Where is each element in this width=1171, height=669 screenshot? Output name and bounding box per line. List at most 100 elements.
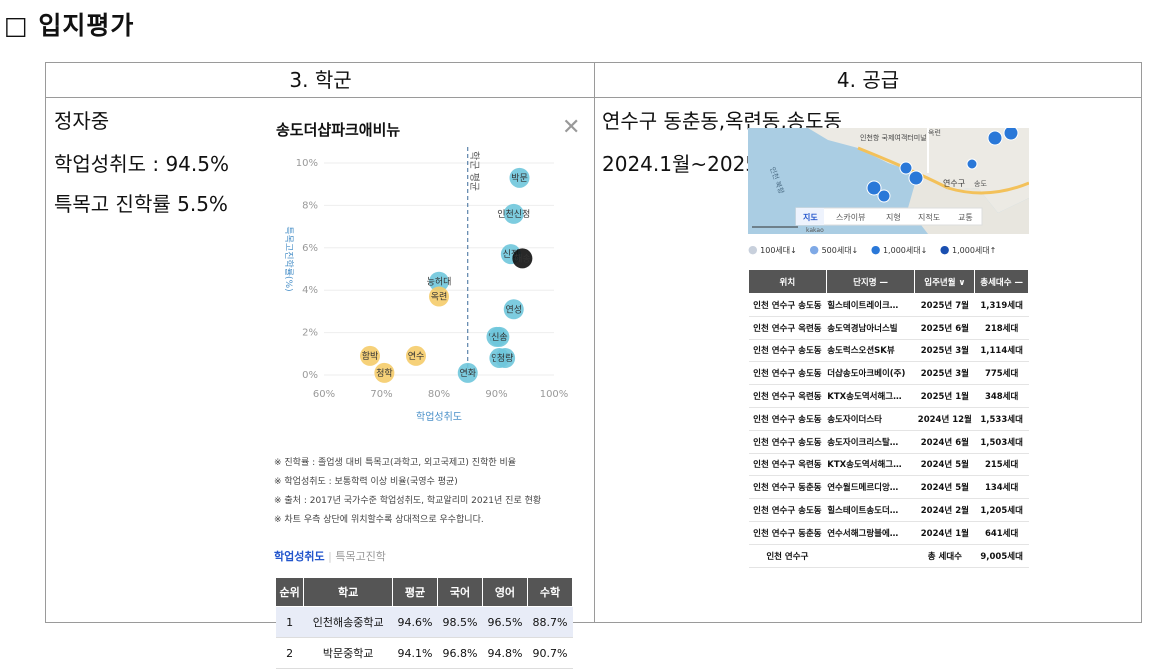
cell: 88.7% (527, 606, 573, 638)
col-english: 영어 (481, 577, 528, 607)
note-4: ※ 차트 우측 상단에 위치할수록 상대적으로 우수합니다. (274, 515, 484, 525)
cell: 송도역경남아너스빌 (826, 316, 915, 340)
cell: 인천 연수구 옥련동 (748, 384, 827, 408)
table-row: 인천 연수구 송도동 송도럭스오션SK뷰 2025년 3월 1,114세대 (748, 339, 1029, 363)
col-avg: 평균 (391, 577, 438, 607)
col-korean: 국어 (436, 577, 483, 607)
cell: 98.5% (437, 606, 483, 638)
y-tick-label: 2% (302, 328, 318, 339)
legend-label: 500세대↓ (821, 246, 859, 255)
cell (826, 544, 915, 568)
section-heading: □ 입지평가 (4, 11, 135, 40)
cell: 2024년 5월 (914, 453, 975, 477)
col-math: 수학 (526, 577, 574, 607)
map-tab-skyview[interactable]: 스카이뷰 (836, 212, 865, 222)
x-tick-label: 90% (485, 389, 507, 400)
map-legend: ● 100세대↓ ● 500세대↓ ● 1,000세대↓ ● 1,000세대↑ (748, 243, 1006, 256)
cell: KTX송도역서해그… (826, 384, 915, 408)
data-point (503, 299, 524, 320)
cell: 연수서해그랑블에… (826, 521, 915, 545)
cell: 인천 연수구 송도동 (748, 361, 827, 386)
map-label-okryeon: 옥련 (928, 128, 941, 137)
supply-map[interactable]: 인천항 국제여객터미널 인천 북항 연수구 송도 옥련 지도 스카이뷰 지형 지… (748, 128, 1029, 234)
table-row: 인천 연수구 동춘동 연수월드메르디앙… 2024년 5월 134세대 (748, 475, 1029, 500)
legend-label: 100세대↓ (760, 246, 797, 255)
map-tab-cadastral[interactable]: 지적도 (918, 212, 940, 222)
map-marker[interactable] (877, 189, 891, 203)
y-tick-label: 4% (302, 285, 318, 296)
x-tick-label: 80% (428, 389, 450, 400)
col-school: 학교 (303, 577, 393, 607)
scatter-chart: 0% 2% 4% 6% 8% 10% 60% 70% 80% 90% 100% 학업성취도 특목고진학률… (283, 147, 568, 423)
col-location[interactable]: 위치 (748, 269, 827, 294)
cell: 송도럭스오션SK뷰 (826, 339, 915, 363)
y-tick-label: 0% (302, 370, 318, 381)
cell: 인천해송중학교 (303, 606, 393, 638)
cell: 인천 연수구 (748, 544, 827, 568)
cell: 2024년 2월 (914, 498, 975, 522)
cell: 96.5% (482, 606, 528, 638)
cell: 2025년 7월 (914, 293, 975, 317)
table-row: 인천 연수구 옥련동 송도역경남아너스빌 2025년 6월 218세대 (748, 316, 1029, 340)
cell: 박문중학교 (303, 637, 393, 669)
table-row: 인천 연수구 송도동 힐스테이트송도더… 2024년 2월 1,205세대 (748, 498, 1029, 522)
close-icon[interactable]: ✕ (562, 115, 581, 140)
map-marker[interactable] (987, 130, 1003, 146)
col-households[interactable]: 총세대수 — (974, 269, 1029, 294)
chart-tabs: 학업성취도 | 특목고진학 (274, 548, 386, 564)
cell: 2025년 3월 (914, 361, 975, 386)
y-axis-label: 특목고진학률(%) (283, 226, 294, 291)
y-tick-label: 10% (296, 158, 318, 169)
map-marker[interactable] (899, 161, 913, 175)
note-1: ※ 진학률 : 졸업생 대비 특목고(과학고, 외고국제고) 진학한 비율 (274, 458, 517, 468)
panel-title: 송도더샵파크애비뉴 (276, 121, 401, 139)
cell: 348세대 (974, 384, 1029, 408)
cell: 힐스테이트송도더… (826, 498, 915, 522)
col-complex[interactable]: 단지명 — (825, 269, 916, 294)
cell: 송도자이더스타 (826, 407, 915, 431)
table-row: 인천 연수구 동춘동 연수서해그랑블에… 2024년 1월 641세대 (748, 521, 1029, 545)
data-point-label: 능허대 (427, 277, 452, 288)
cell: 641세대 (974, 521, 1029, 545)
legend-item: ● 1,000세대↑ (939, 243, 997, 256)
cell: 2 (275, 637, 304, 669)
table-row: 인천 연수구 송도동 송도자이크리스탈… 2024년 6월 1,503세대 (748, 430, 1029, 454)
data-point-label: 연화 (459, 368, 476, 379)
table-row: 인천 연수구 옥련동 KTX송도역서해그… 2025년 1월 348세대 (748, 384, 1029, 408)
cell: 1,503세대 (974, 430, 1029, 454)
map-label-ferry: 인천항 국제여객터미널 (860, 133, 927, 142)
cell: 2025년 3월 (914, 339, 975, 363)
data-point-label: 신송 (491, 332, 508, 343)
cell: 2024년 12월 (914, 407, 975, 431)
data-point-label: 청량 (497, 352, 514, 364)
data-point (360, 345, 380, 366)
map-tab-traffic[interactable]: 교통 (958, 213, 973, 222)
map-marker[interactable] (908, 170, 924, 186)
cell: 1,533세대 (974, 407, 1029, 431)
ranking-table: 순위 학교 평균 국어 영어 수학 1 인천해송중학교 94.6% 98.5% … (274, 577, 574, 669)
data-point-label: 해송 (514, 253, 531, 264)
data-point (509, 167, 530, 188)
map-marker[interactable] (966, 158, 978, 170)
map-tab-terrain[interactable]: 지형 (886, 213, 901, 222)
data-point (429, 271, 449, 292)
tab-special-school[interactable]: 특목고진학 (335, 550, 386, 563)
table-row: 인천 연수구 송도동 송도자이더스타 2024년 12월 1,533세대 (748, 407, 1029, 431)
cell: 1 (275, 606, 304, 638)
legend-item: ● 100세대↓ (748, 243, 797, 256)
cell: 1,114세대 (974, 339, 1029, 363)
note-3: ※ 출처 : 2017년 국가수준 학업성취도, 학교알리미 2021년 진로 … (274, 496, 542, 506)
map-marker[interactable] (866, 180, 882, 196)
cell: 2025년 6월 (914, 316, 975, 340)
cell: 94.6% (392, 606, 438, 638)
cell: 인천 연수구 송도동 (748, 407, 827, 431)
col-move-in[interactable]: 입주년월 ∨ (914, 269, 976, 294)
data-point-label: 신정 (503, 249, 520, 260)
map-canvas[interactable]: 인천항 국제여객터미널 인천 북항 연수구 송도 옥련 지도 스카이뷰 지형 지… (748, 128, 1029, 234)
table-row: 2 박문중학교 94.1% 96.8% 94.8% 90.7% (275, 637, 573, 669)
tab-achievement[interactable]: 학업성취도 (274, 550, 325, 563)
map-tab-map[interactable]: 지도 (803, 212, 818, 222)
cell: 134세대 (974, 475, 1029, 500)
supply-table: 위치 단지명 — 입주년월 ∨ 총세대수 — 인천 연수구 송도동 힐스테이트레이… (748, 269, 1029, 568)
map-marker[interactable] (1003, 128, 1019, 141)
